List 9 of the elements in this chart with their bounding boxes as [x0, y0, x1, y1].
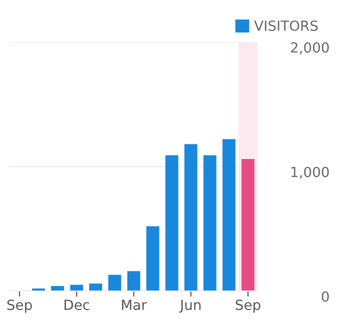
- x-tick-label: Jun: [179, 300, 201, 313]
- y-tick-label: 2,000: [290, 42, 329, 54]
- x-tick-label: Sep: [236, 300, 260, 313]
- legend-label: VISITORS: [254, 20, 318, 31]
- x-tick-label: Dec: [64, 300, 90, 310]
- y-tick-label: 1,000: [291, 166, 329, 179]
- x-tick-label: Mar: [122, 300, 147, 310]
- x-tick-label: Sep: [7, 300, 32, 313]
- y-tick-label: 0: [322, 291, 329, 302]
